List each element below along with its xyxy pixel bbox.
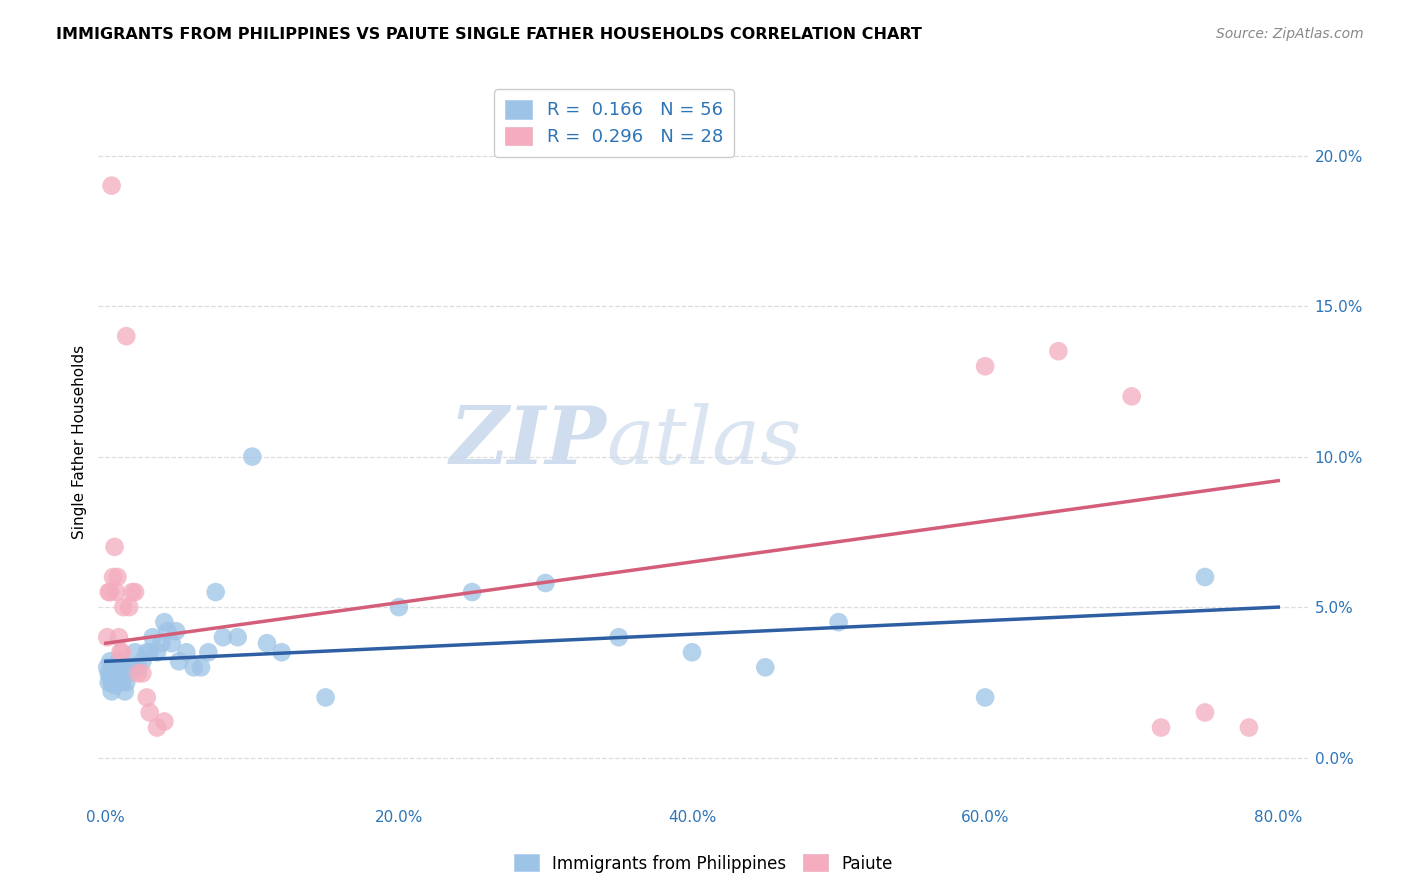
Point (107, 570, 129, 584)
Point (190, 660, 212, 674)
Point (101, 673, 124, 687)
Point (1121, 389, 1143, 403)
Point (101, 660, 124, 674)
Point (153, 714, 176, 729)
Point (212, 630, 235, 644)
Point (118, 666, 141, 681)
Point (183, 660, 205, 674)
Point (142, 630, 165, 644)
Point (176, 645, 198, 659)
Point (114, 684, 136, 698)
Point (100, 675, 122, 690)
Point (101, 570, 124, 584)
Point (204, 585, 226, 599)
Point (167, 654, 190, 668)
Point (131, 666, 153, 681)
Point (146, 645, 169, 659)
Point (108, 630, 131, 644)
Point (131, 654, 153, 668)
Point (388, 600, 411, 615)
Point (97, 666, 120, 681)
Point (112, 600, 135, 615)
Point (97, 585, 120, 599)
Point (138, 645, 160, 659)
Legend: Immigrants from Philippines, Paiute: Immigrants from Philippines, Paiute (508, 847, 898, 880)
Point (100, 684, 122, 698)
Point (1047, 344, 1070, 359)
Point (160, 636, 183, 650)
Point (135, 645, 157, 659)
Point (1237, 721, 1260, 735)
Point (103, 540, 125, 554)
Y-axis label: Single Father Households: Single Father Households (72, 344, 87, 539)
Point (112, 666, 135, 681)
Point (974, 359, 997, 374)
Point (100, 178, 122, 193)
Point (197, 645, 219, 659)
Point (107, 666, 129, 681)
Point (107, 675, 129, 690)
Point (105, 585, 128, 599)
Point (607, 630, 630, 644)
Point (974, 690, 997, 705)
Point (135, 690, 157, 705)
Point (153, 615, 176, 630)
Point (1194, 570, 1216, 584)
Point (534, 576, 557, 591)
Point (98, 669, 121, 683)
Point (156, 624, 179, 639)
Point (461, 585, 484, 599)
Point (270, 645, 292, 659)
Point (98, 654, 121, 668)
Point (110, 645, 132, 659)
Point (681, 645, 703, 659)
Point (754, 660, 776, 674)
Point (827, 615, 849, 630)
Point (240, 450, 263, 464)
Point (138, 706, 160, 720)
Point (103, 678, 125, 692)
Point (127, 660, 149, 674)
Point (96, 630, 118, 644)
Point (121, 660, 143, 674)
Point (117, 660, 139, 674)
Text: IMMIGRANTS FROM PHILIPPINES VS PAIUTE SINGLE FATHER HOUSEHOLDS CORRELATION CHART: IMMIGRANTS FROM PHILIPPINES VS PAIUTE SI… (56, 27, 922, 42)
Text: ZIP: ZIP (450, 403, 606, 480)
Point (121, 585, 143, 599)
Text: Source: ZipAtlas.com: Source: ZipAtlas.com (1216, 27, 1364, 41)
Point (1150, 721, 1173, 735)
Point (1194, 706, 1216, 720)
Point (256, 636, 278, 650)
Point (111, 675, 134, 690)
Point (124, 645, 146, 659)
Point (111, 645, 134, 659)
Point (118, 600, 141, 615)
Legend: R =  0.166   N = 56, R =  0.296   N = 28: R = 0.166 N = 56, R = 0.296 N = 28 (495, 89, 734, 157)
Point (110, 660, 132, 674)
Point (165, 624, 187, 639)
Point (226, 630, 249, 644)
Point (315, 690, 337, 705)
Point (127, 666, 149, 681)
Point (115, 329, 138, 343)
Point (124, 585, 146, 599)
Point (96, 660, 118, 674)
Point (108, 654, 131, 668)
Point (103, 666, 125, 681)
Point (97, 675, 120, 690)
Text: atlas: atlas (606, 403, 801, 480)
Point (146, 721, 169, 735)
Point (150, 636, 173, 650)
Point (115, 675, 138, 690)
Point (98, 585, 121, 599)
Point (105, 660, 128, 674)
